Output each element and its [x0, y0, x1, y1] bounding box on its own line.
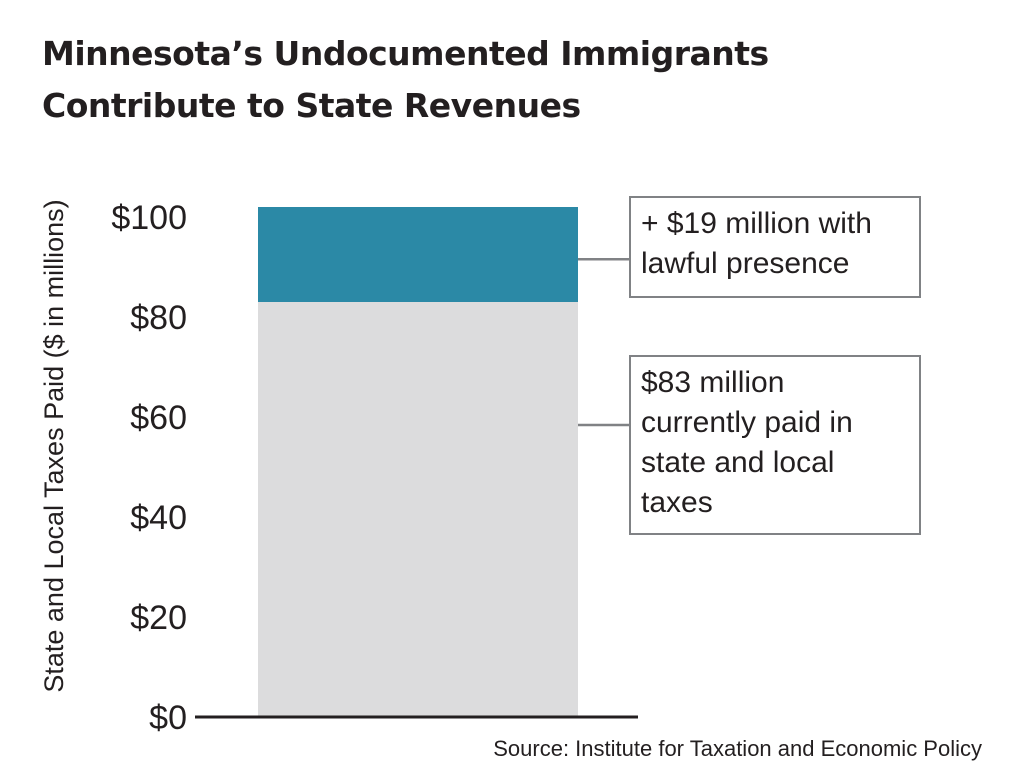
annotation-currently-paid-line-3: state and local — [641, 446, 835, 479]
annotation-currently-paid-line-2: currently paid in — [641, 406, 853, 439]
chart-title-line-2: Contribute to State Revenues — [42, 86, 581, 125]
annotation-lawful-presence: + $19 million with lawful presence — [629, 196, 921, 298]
y-axis-title: State and Local Taxes Paid ($ in million… — [39, 199, 69, 692]
plot-area: $0 $20 $40 $60 $80 $100 — [111, 199, 638, 737]
bar-segment-lawful-presence — [258, 207, 578, 302]
annotation-currently-paid-line-4: taxes — [641, 486, 713, 519]
annotation-currently-paid: $83 million currently paid in state and … — [629, 355, 921, 535]
y-tick-label: $60 — [130, 399, 187, 437]
y-tick-label: $0 — [149, 699, 187, 737]
y-tick-label: $80 — [130, 299, 187, 337]
source-note: Source: Institute for Taxation and Econo… — [493, 736, 982, 761]
chart-title-line-1: Minnesota’s Undocumented Immigrants — [42, 34, 769, 73]
bar-segment-currently-paid — [258, 302, 578, 717]
y-tick-label: $20 — [130, 599, 187, 637]
annotation-lawful-presence-line-2: lawful presence — [641, 247, 850, 280]
y-tick-label: $40 — [130, 499, 187, 537]
y-tick-label: $100 — [111, 199, 187, 237]
annotation-lawful-presence-line-1: + $19 million with — [641, 207, 872, 240]
annotation-currently-paid-line-1: $83 million — [641, 366, 785, 399]
chart-title: Minnesota’s Undocumented Immigrants Cont… — [42, 28, 942, 132]
